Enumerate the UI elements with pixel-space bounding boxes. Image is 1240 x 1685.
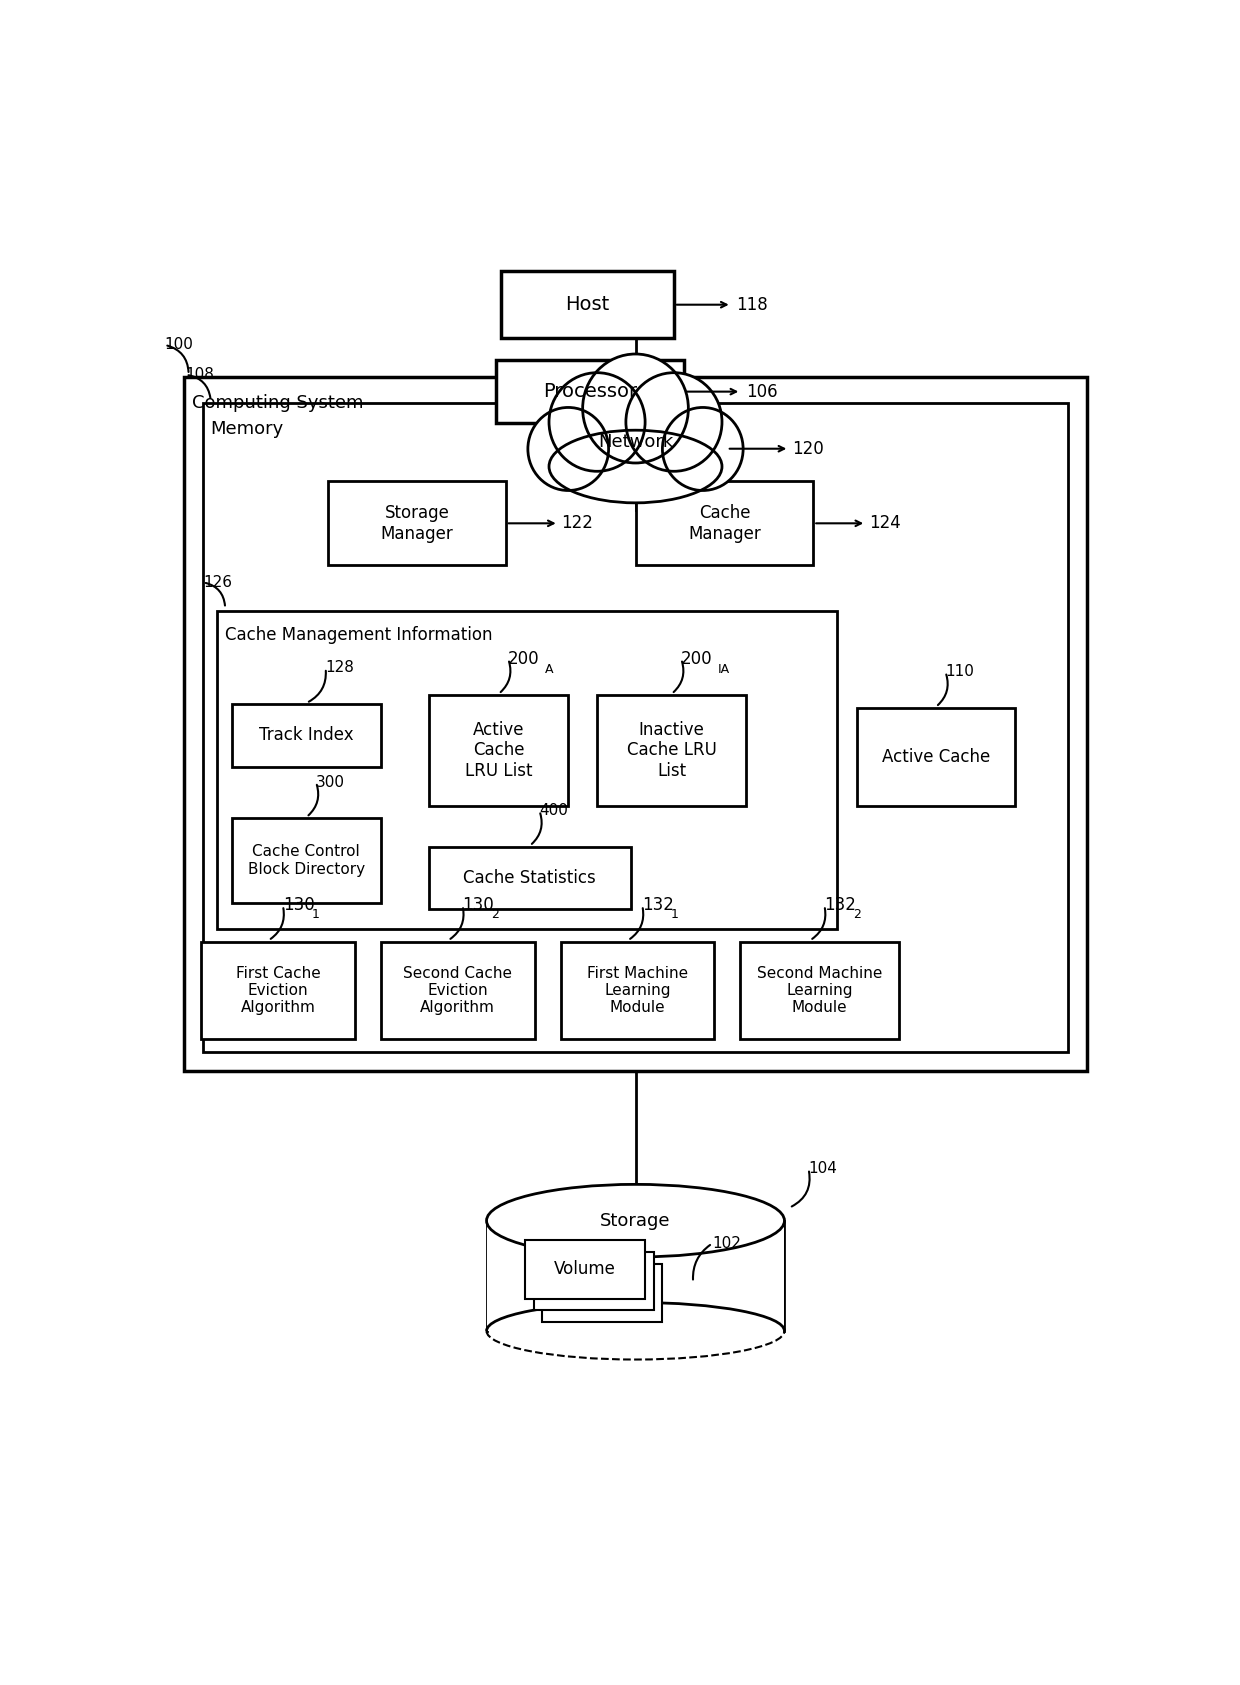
Text: 1: 1 (671, 908, 680, 922)
FancyBboxPatch shape (496, 361, 683, 423)
Text: 128: 128 (326, 661, 355, 676)
FancyBboxPatch shape (501, 271, 675, 339)
Text: 130: 130 (463, 896, 495, 915)
Text: 122: 122 (562, 514, 594, 532)
Text: Storage
Manager: Storage Manager (381, 504, 454, 543)
Text: 200: 200 (508, 650, 539, 667)
Text: 200: 200 (681, 650, 713, 667)
Text: Inactive
Cache LRU
List: Inactive Cache LRU List (626, 721, 717, 780)
Text: First Machine
Learning
Module: First Machine Learning Module (587, 966, 688, 1016)
Text: 124: 124 (869, 514, 900, 532)
Text: First Cache
Eviction
Algorithm: First Cache Eviction Algorithm (236, 966, 320, 1016)
Text: 100: 100 (165, 337, 193, 352)
Text: 132: 132 (825, 896, 856, 915)
Text: Cache Statistics: Cache Statistics (464, 869, 596, 888)
FancyBboxPatch shape (429, 696, 568, 805)
Text: 2: 2 (491, 908, 500, 922)
Text: 130: 130 (283, 896, 315, 915)
Text: Active
Cache
LRU List: Active Cache LRU List (465, 721, 532, 780)
Text: A: A (544, 662, 553, 676)
Text: 126: 126 (203, 575, 232, 590)
Text: 106: 106 (746, 382, 777, 401)
Text: Second Cache
Eviction
Algorithm: Second Cache Eviction Algorithm (403, 966, 512, 1016)
Text: Network: Network (598, 433, 673, 452)
Text: Track Index: Track Index (259, 726, 353, 745)
FancyBboxPatch shape (232, 704, 381, 767)
Text: 1: 1 (311, 908, 320, 922)
Text: 118: 118 (737, 295, 768, 313)
Ellipse shape (580, 408, 691, 475)
Text: 104: 104 (808, 1161, 837, 1176)
FancyBboxPatch shape (635, 482, 813, 566)
Text: 110: 110 (945, 664, 975, 679)
FancyBboxPatch shape (525, 1240, 645, 1299)
Text: 2: 2 (853, 908, 861, 922)
FancyBboxPatch shape (560, 942, 714, 1040)
Bar (486, 1220, 785, 1331)
Text: Storage: Storage (600, 1212, 671, 1230)
Text: Memory: Memory (211, 420, 284, 438)
FancyBboxPatch shape (232, 819, 381, 903)
Text: 132: 132 (642, 896, 675, 915)
Text: 300: 300 (316, 775, 345, 790)
FancyBboxPatch shape (327, 482, 506, 566)
Text: Cache Management Information: Cache Management Information (226, 627, 492, 644)
Text: Processor: Processor (543, 382, 637, 401)
FancyBboxPatch shape (203, 403, 1068, 1051)
Text: Host: Host (565, 295, 610, 313)
FancyBboxPatch shape (857, 708, 1016, 805)
Ellipse shape (626, 372, 722, 472)
Ellipse shape (583, 354, 688, 463)
FancyBboxPatch shape (217, 612, 837, 928)
FancyBboxPatch shape (381, 942, 534, 1040)
Ellipse shape (549, 430, 722, 502)
FancyBboxPatch shape (184, 377, 1087, 1072)
Ellipse shape (528, 408, 609, 490)
FancyBboxPatch shape (596, 696, 746, 805)
Ellipse shape (486, 1185, 785, 1257)
FancyBboxPatch shape (201, 942, 355, 1040)
Ellipse shape (662, 408, 743, 490)
Text: 400: 400 (539, 804, 568, 819)
FancyBboxPatch shape (542, 1264, 662, 1323)
FancyBboxPatch shape (740, 942, 899, 1040)
Text: Cache Control
Block Directory: Cache Control Block Directory (248, 844, 365, 876)
Text: Active Cache: Active Cache (882, 748, 990, 767)
Text: Cache
Manager: Cache Manager (688, 504, 761, 543)
Text: Second Machine
Learning
Module: Second Machine Learning Module (756, 966, 882, 1016)
Text: Volume: Volume (554, 1260, 616, 1279)
Text: 120: 120 (792, 440, 823, 458)
Ellipse shape (549, 372, 645, 472)
FancyBboxPatch shape (533, 1252, 653, 1311)
FancyBboxPatch shape (429, 848, 631, 910)
Text: IA: IA (718, 662, 730, 676)
Text: 108: 108 (186, 367, 215, 382)
Text: 102: 102 (713, 1235, 742, 1250)
Text: Computing System: Computing System (191, 394, 363, 413)
